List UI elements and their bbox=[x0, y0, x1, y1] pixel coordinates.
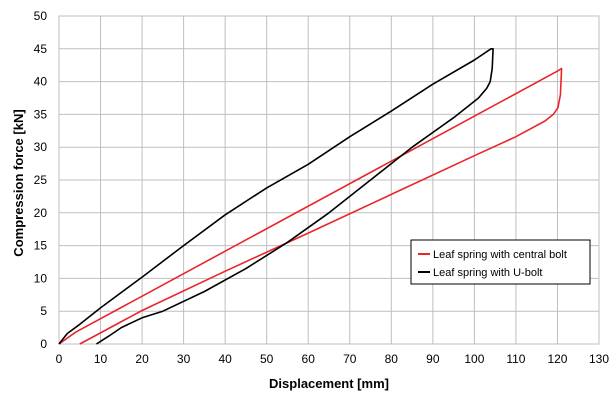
x-tick-label: 90 bbox=[426, 352, 440, 366]
y-tick-label: 5 bbox=[40, 304, 47, 318]
x-tick-label: 50 bbox=[260, 352, 274, 366]
x-tick-label: 30 bbox=[177, 352, 191, 366]
y-tick-label: 15 bbox=[34, 239, 48, 253]
series-group bbox=[58, 47, 563, 345]
y-tick-label: 25 bbox=[34, 173, 48, 187]
x-tick-label: 0 bbox=[56, 352, 63, 366]
x-tick-label: 120 bbox=[547, 352, 567, 366]
x-tick-label: 20 bbox=[135, 352, 149, 366]
y-tick-label: 10 bbox=[34, 271, 48, 285]
x-axis-title: Displacement [mm] bbox=[269, 376, 389, 391]
x-tick-label: 70 bbox=[343, 352, 357, 366]
x-tick-label: 80 bbox=[385, 352, 399, 366]
grid bbox=[58, 15, 600, 345]
x-tick-label: 110 bbox=[506, 352, 525, 366]
legend-label-u-bolt: Leaf spring with U-bolt bbox=[433, 267, 542, 279]
y-tick-label: 40 bbox=[34, 75, 48, 89]
legend-label-central-bolt: Leaf spring with central bolt bbox=[433, 249, 567, 261]
y-axis-title: Compression force [kN] bbox=[11, 109, 26, 256]
y-tick-label: 20 bbox=[34, 206, 48, 220]
x-tick-label: 60 bbox=[302, 352, 316, 366]
x-tick-label: 100 bbox=[464, 352, 484, 366]
legend: Leaf spring with central bolt Leaf sprin… bbox=[410, 239, 591, 285]
y-tick-label: 30 bbox=[34, 140, 48, 154]
series-line-u-bolt bbox=[58, 47, 494, 345]
series-line-central-bolt bbox=[58, 67, 563, 345]
y-tick-label: 45 bbox=[34, 42, 48, 56]
legend-box bbox=[410, 239, 591, 285]
plot-frame bbox=[58, 15, 600, 345]
x-tick-label: 40 bbox=[218, 352, 232, 366]
x-tick-labels: 0 10 20 30 40 50 60 70 80 90 100 110 120 130 bbox=[56, 352, 610, 366]
y-tick-label: 0 bbox=[40, 337, 47, 351]
y-tick-label: 50 bbox=[34, 9, 48, 23]
plot-border bbox=[58, 15, 600, 345]
x-tick-label: 130 bbox=[589, 352, 609, 366]
x-tick-label: 10 bbox=[94, 352, 108, 366]
y-tick-label: 35 bbox=[34, 107, 48, 121]
y-tick-labels: 0 5 10 15 20 25 30 35 40 45 50 bbox=[34, 9, 48, 351]
